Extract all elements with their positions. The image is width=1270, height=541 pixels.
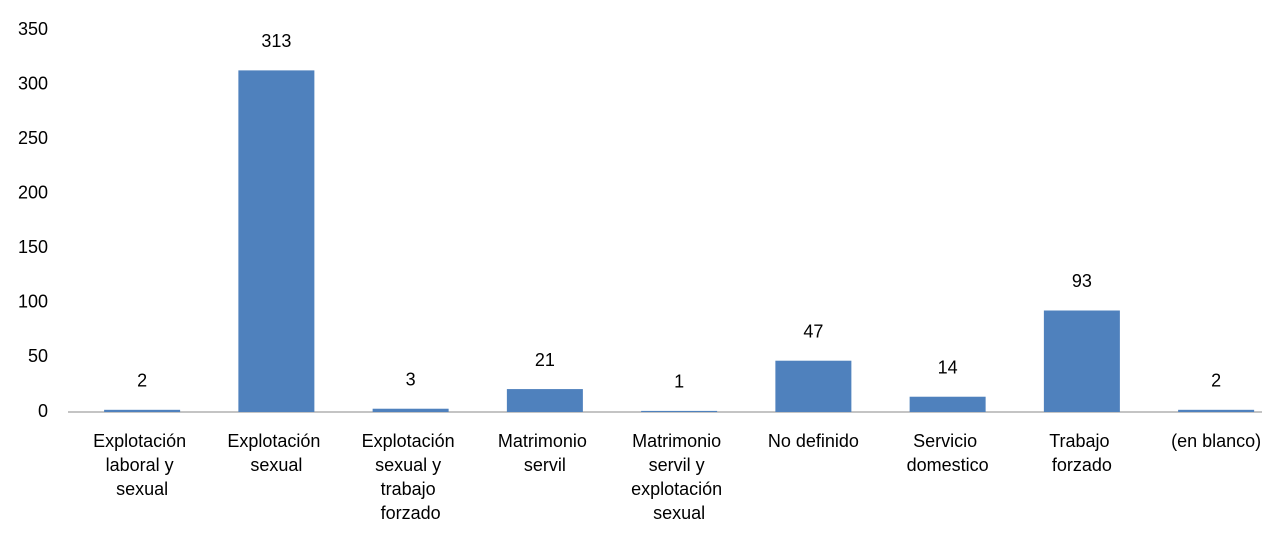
bar	[1043, 310, 1120, 412]
data-label: 14	[938, 357, 958, 377]
bar	[775, 360, 852, 412]
x-tick-label: Matrimonio servil	[498, 431, 592, 475]
y-tick-label: 250	[18, 128, 48, 148]
data-label: 1	[674, 372, 684, 392]
data-label: 47	[803, 321, 823, 341]
y-tick-label: 150	[18, 237, 48, 257]
y-tick-label: 350	[18, 19, 48, 39]
data-label: 3	[406, 369, 416, 389]
bar	[909, 396, 986, 412]
x-tick-label: Trabajo forzado	[1049, 431, 1114, 475]
y-tick-label: 100	[18, 292, 48, 312]
bar	[238, 70, 315, 412]
y-tick-label: 200	[18, 182, 48, 202]
bar	[1178, 409, 1255, 412]
y-tick-label: 0	[38, 401, 48, 421]
x-tick-label: Matrimonio servil y explotación sexual	[631, 431, 727, 523]
x-tick-label: No definido	[768, 431, 859, 451]
bar	[372, 408, 449, 412]
x-tick-label: Servicio domestico	[907, 431, 989, 475]
data-label: 313	[261, 31, 291, 51]
y-tick-label: 300	[18, 73, 48, 93]
data-label: 2	[1211, 371, 1221, 391]
data-label: 2	[137, 371, 147, 391]
bar	[506, 389, 583, 412]
data-label: 93	[1072, 271, 1092, 291]
x-tick-label: Explotación laboral y sexual	[93, 431, 191, 499]
bar	[104, 409, 181, 412]
x-tick-label: (en blanco)	[1171, 431, 1261, 451]
x-tick-label: Explotación sexual	[227, 431, 325, 475]
y-tick-label: 50	[28, 346, 48, 366]
bar	[641, 410, 718, 412]
data-label: 21	[535, 350, 555, 370]
x-tick-label: Explotación sexual y trabajo forzado	[362, 431, 460, 523]
